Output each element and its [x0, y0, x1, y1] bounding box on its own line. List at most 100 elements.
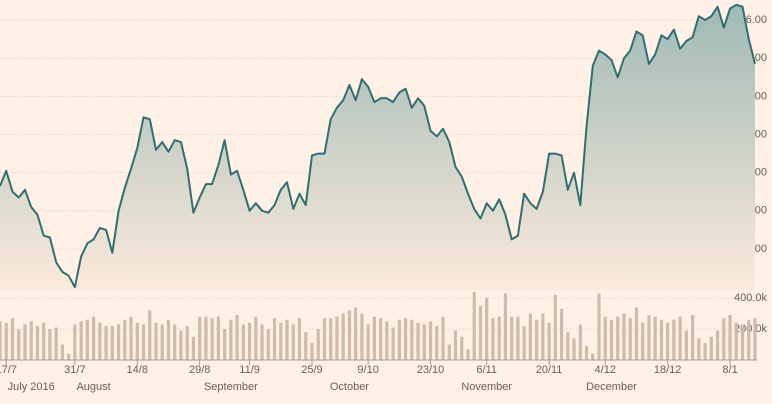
volume-bar — [497, 316, 501, 360]
volume-bar — [204, 316, 208, 360]
volume-bar — [241, 324, 245, 360]
volume-bar — [747, 319, 751, 360]
volume-bar — [160, 324, 164, 360]
volume-bar — [191, 336, 196, 360]
volume-bar — [535, 319, 539, 360]
volume-bar — [216, 316, 220, 360]
volume-bar — [379, 318, 383, 360]
volume-bar — [23, 324, 27, 360]
volume-bar — [453, 330, 458, 360]
volume-bar — [428, 321, 433, 360]
volume-bar — [266, 329, 270, 360]
volume-bar — [472, 291, 476, 360]
volume-bar — [422, 324, 426, 360]
month-label: October — [330, 381, 369, 393]
volume-bar — [91, 316, 96, 360]
volume-bar — [42, 322, 46, 360]
volume-bar — [391, 327, 395, 360]
volume-bar — [0, 321, 2, 360]
volume-bar — [659, 319, 664, 360]
volume-bar — [403, 318, 408, 360]
volume-bar — [647, 315, 651, 360]
volume-bar — [185, 325, 189, 360]
volume-bar — [503, 293, 508, 360]
volume-bar — [734, 322, 738, 360]
volume-bar — [279, 322, 283, 360]
volume-bar — [135, 322, 139, 360]
volume-bar — [684, 330, 688, 360]
volume-bar — [516, 316, 520, 360]
volume-bar — [85, 319, 89, 360]
volume-bar — [129, 316, 133, 360]
volume-bar — [10, 318, 15, 360]
volume-bar — [17, 329, 21, 360]
x-tick-label: 29/8 — [189, 364, 210, 376]
volume-bar — [329, 318, 333, 360]
volume-bar — [628, 318, 632, 360]
x-tick-label: 23/10 — [417, 364, 445, 376]
volume-bar — [297, 318, 302, 360]
volume-bar — [447, 344, 451, 360]
month-label: July 2016 — [8, 381, 55, 393]
volume-bar — [510, 316, 514, 360]
volume-bar — [653, 316, 657, 360]
volume-bar — [79, 321, 83, 360]
volume-bar — [478, 305, 483, 360]
volume-bar — [354, 307, 358, 360]
volume-bar — [179, 330, 183, 360]
volume-bar — [566, 332, 570, 360]
volume-bar — [435, 325, 439, 360]
volume-bar — [547, 322, 551, 360]
volume-bar — [372, 316, 376, 360]
volume-bar — [291, 324, 295, 360]
volume-bar — [485, 298, 489, 360]
volume-bar — [641, 322, 645, 360]
volume-bar — [304, 332, 308, 360]
volume-bar — [559, 308, 564, 360]
volume-bar — [697, 338, 701, 360]
x-tick-label: 4/12 — [595, 364, 616, 376]
volume-bar — [60, 344, 64, 360]
x-tick-label: 31/7 — [64, 364, 85, 376]
volume-bar — [385, 321, 389, 360]
volume-bar — [166, 319, 171, 360]
volume-bar — [116, 324, 121, 360]
y-tick-label: 200.0k — [734, 323, 768, 335]
volume-bar — [609, 319, 614, 360]
volume-bar — [703, 342, 707, 360]
volume-bar — [416, 322, 420, 360]
volume-bar — [584, 346, 589, 360]
volume-bar — [54, 327, 58, 360]
price-area — [0, 4, 755, 291]
volume-bar — [173, 324, 177, 360]
volume-bar — [73, 324, 77, 360]
volume-bar — [360, 313, 364, 360]
volume-bar — [4, 322, 8, 360]
month-label: September — [204, 381, 258, 393]
volume-bar — [634, 307, 639, 360]
volume-bar — [397, 319, 401, 360]
volume-bar — [672, 319, 676, 360]
volume-bar — [666, 322, 670, 360]
volume-bar — [335, 316, 339, 360]
volume-bar — [753, 318, 757, 360]
volume-bar — [141, 324, 146, 360]
month-label: December — [586, 381, 637, 393]
volume-bar — [715, 330, 720, 360]
x-tick-label: 25/9 — [301, 364, 322, 376]
x-tick-label: 11/9 — [239, 364, 260, 376]
volume-bar — [285, 319, 289, 360]
volume-bar — [491, 318, 495, 360]
volume-bar — [148, 310, 152, 360]
x-tick-label: 14/8 — [127, 364, 148, 376]
volume-bar — [254, 316, 258, 360]
x-tick-label: 9/10 — [357, 364, 378, 376]
volume-bar — [553, 294, 557, 360]
volume-bar — [366, 324, 370, 360]
volume-bar — [260, 324, 264, 360]
volume-bar — [528, 313, 532, 360]
volume-bar — [616, 316, 620, 360]
volume-bar — [441, 316, 445, 360]
volume-bar — [410, 319, 414, 360]
volume-bar — [603, 316, 607, 360]
